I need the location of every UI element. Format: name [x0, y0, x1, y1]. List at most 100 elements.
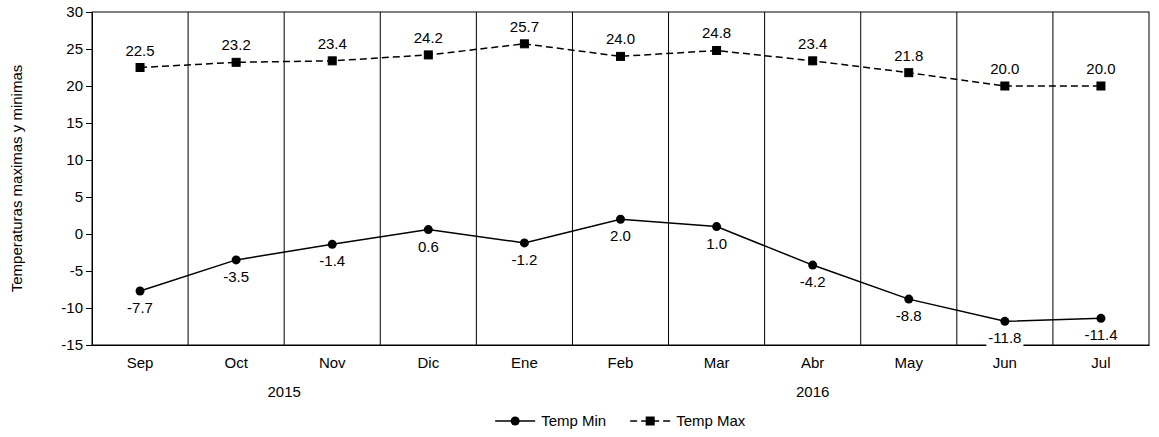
- data-label-bg: [508, 18, 541, 35]
- series-marker: [1000, 317, 1009, 326]
- grid-line: [476, 12, 477, 345]
- series-marker: [1096, 314, 1105, 323]
- data-label: 23.4: [798, 35, 827, 52]
- series-marker: [520, 40, 528, 48]
- y-tick: 0: [75, 225, 92, 242]
- x-tick: Nov: [319, 345, 346, 371]
- series-marker: [809, 57, 817, 65]
- y-tick-mark: [86, 234, 92, 235]
- data-label-bg: [123, 42, 156, 59]
- x-tick-label: Oct: [224, 354, 248, 371]
- y-tick-mark: [86, 86, 92, 87]
- series-marker: [904, 295, 913, 304]
- data-label-bg: [412, 29, 445, 46]
- data-label: 24.2: [414, 29, 443, 46]
- x-tick: Jun: [993, 345, 1017, 371]
- series-line: [140, 219, 1101, 321]
- data-label-bg: [894, 307, 924, 324]
- y-tick: 30: [66, 3, 92, 20]
- x-tick: Abr: [801, 345, 824, 371]
- legend-label: Temp Min: [541, 412, 606, 429]
- data-label: 23.2: [222, 36, 251, 53]
- data-label-bg: [221, 268, 251, 285]
- series-marker: [712, 222, 721, 231]
- y-tick-label: 0: [75, 225, 83, 242]
- data-label: -3.5: [223, 268, 249, 285]
- y-axis: -15 -10 -5 0 5 10 15 20 25 30: [61, 3, 92, 353]
- y-tick: -10: [61, 299, 92, 316]
- x-group-label: 2015: [267, 383, 300, 400]
- data-label: 20.0: [990, 60, 1019, 77]
- data-label-bg: [220, 36, 253, 53]
- data-label: 25.7: [510, 18, 539, 35]
- y-tick: 15: [66, 114, 92, 131]
- data-label: -4.2: [800, 273, 826, 290]
- series-marker: [136, 64, 144, 72]
- x-tick-label: Jun: [993, 354, 1017, 371]
- data-label: 1.0: [706, 235, 727, 252]
- y-axis-line: [92, 13, 93, 346]
- data-label-bg: [798, 273, 828, 290]
- y-tick-mark: [86, 12, 92, 13]
- data-label-bg: [317, 252, 347, 269]
- series-marker: [808, 261, 817, 270]
- x-tick-label: Nov: [319, 354, 346, 371]
- data-label: 0.6: [418, 238, 439, 255]
- series-marker: [905, 69, 913, 77]
- data-label-bg: [704, 235, 729, 252]
- x-tick-label: May: [895, 354, 924, 371]
- grid-line: [1052, 12, 1053, 345]
- x-tick-label: Sep: [127, 354, 154, 371]
- y-tick-label: -15: [61, 336, 83, 353]
- x-tick-label: Jul: [1091, 354, 1110, 371]
- x-tick-label: Ene: [511, 354, 538, 371]
- y-tick: 25: [66, 40, 92, 57]
- y-tick-mark: [86, 49, 92, 50]
- legend-item: Temp Min: [495, 412, 606, 429]
- data-label: 21.8: [894, 47, 923, 64]
- grid-line: [956, 12, 957, 345]
- grid-line: [860, 12, 861, 345]
- grid: [188, 12, 1053, 345]
- y-tick-mark: [86, 123, 92, 124]
- data-label: -8.8: [896, 307, 922, 324]
- series-marker: [232, 255, 241, 264]
- y-tick-label: -10: [61, 299, 83, 316]
- x-axis: SepOctNovDicEneFebMarAbrMayJunJul: [93, 345, 1150, 371]
- plot-area: -15-10-5051015202530SepOctNovDicEneFebMa…: [61, 3, 1149, 400]
- y-tick-mark: [86, 197, 92, 198]
- y-tick: 10: [66, 151, 92, 168]
- data-label: -11.8: [988, 329, 1021, 346]
- legend: Temp Min Temp Max: [495, 412, 746, 429]
- grid-line: [572, 12, 573, 345]
- y-tick-mark: [86, 160, 92, 161]
- y-tick: 20: [66, 77, 92, 94]
- series-marker: [136, 286, 145, 295]
- series-marker: [1097, 82, 1105, 90]
- x-tick: Dic: [417, 345, 439, 371]
- series-marker: [520, 238, 529, 247]
- data-label-bg: [988, 60, 1021, 77]
- legend-item: Temp Max: [630, 412, 746, 429]
- y-tick-label: -5: [70, 262, 83, 279]
- x-tick-label: Abr: [801, 354, 824, 371]
- y-tick-label: 5: [75, 188, 83, 205]
- series-marker: [713, 46, 721, 54]
- y-tick-label: 25: [66, 40, 83, 57]
- x-tick: Ene: [511, 345, 538, 371]
- legend-marker: [511, 417, 520, 426]
- series-marker: [616, 215, 625, 224]
- data-label: -11.4: [1084, 326, 1117, 343]
- y-tick: -15: [61, 336, 92, 353]
- plot-frame: [92, 12, 1149, 345]
- y-tick-label: 30: [66, 3, 83, 20]
- data-label: -1.4: [319, 252, 345, 269]
- series-marker: [424, 51, 432, 59]
- data-label: 24.8: [702, 24, 731, 41]
- series-marker: [617, 52, 625, 60]
- data-label: 23.4: [318, 35, 347, 52]
- grid-line: [380, 12, 381, 345]
- data-label: 20.0: [1086, 60, 1115, 77]
- y-tick-mark: [86, 271, 92, 272]
- y-tick-mark: [86, 308, 92, 309]
